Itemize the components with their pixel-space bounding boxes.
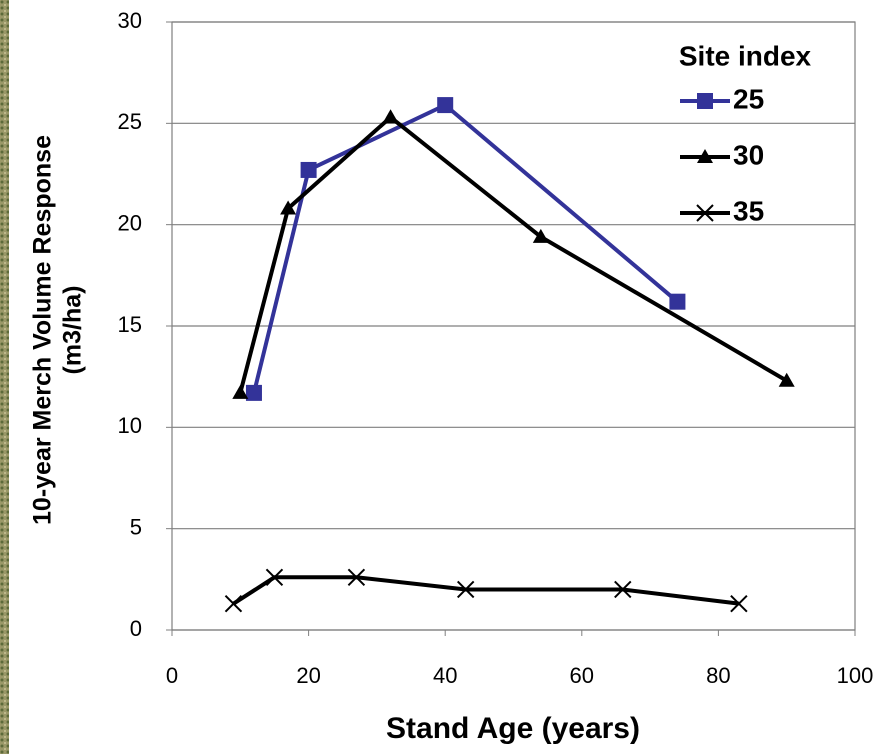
y-tick-label: 30 <box>118 8 142 33</box>
y-tick-label: 0 <box>130 616 142 641</box>
marker <box>232 385 248 399</box>
y-tick-label: 25 <box>118 109 142 134</box>
legend-marker <box>697 93 713 109</box>
marker <box>669 294 685 310</box>
x-tick-label: 100 <box>837 663 874 688</box>
x-tick-label: 40 <box>433 663 457 688</box>
series-line <box>233 577 738 603</box>
legend-label: 35 <box>733 195 764 226</box>
x-axis-label: Stand Age (years) <box>386 712 640 745</box>
y-tick-label: 15 <box>118 312 142 337</box>
y-tick-label: 5 <box>130 514 142 539</box>
y-axis-label: (m3/ha) <box>59 286 87 375</box>
x-tick-label: 60 <box>570 663 594 688</box>
x-tick-label: 20 <box>296 663 320 688</box>
marker <box>301 162 317 178</box>
marker <box>225 596 241 612</box>
y-axis-label: 10-year Merch Volume Response <box>29 135 57 525</box>
marker <box>246 385 262 401</box>
legend-label: 25 <box>733 83 764 114</box>
y-tick-label: 20 <box>118 210 142 235</box>
marker <box>437 97 453 113</box>
legend-title: Site index <box>679 40 812 71</box>
series-line <box>254 105 677 393</box>
x-tick-label: 0 <box>166 663 178 688</box>
y-tick-label: 10 <box>118 413 142 438</box>
side-texture <box>0 0 9 754</box>
x-tick-label: 80 <box>706 663 730 688</box>
marker <box>383 109 399 123</box>
chart: Stand Age (years) 10-year Merch Volume R… <box>0 0 891 754</box>
legend-label: 30 <box>733 139 764 170</box>
